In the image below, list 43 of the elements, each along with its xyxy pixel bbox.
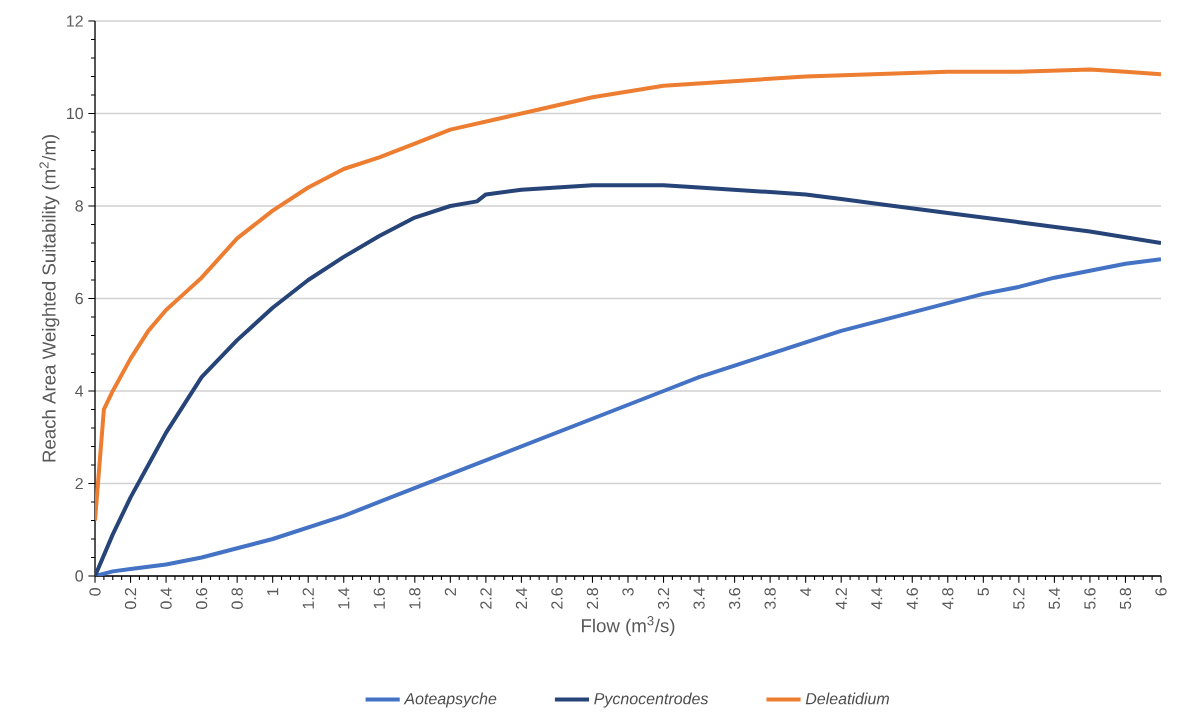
x-tick-label: 5.2 xyxy=(1013,588,1025,609)
x-tick-label: 4 xyxy=(800,587,812,596)
x-tick-label: 4.8 xyxy=(942,588,954,610)
legend-label: Deleatidium xyxy=(805,692,889,705)
x-tick-label: 2 xyxy=(444,588,456,596)
x-tick-label: 0.6 xyxy=(195,588,208,609)
x-tick-label: 5.4 xyxy=(1048,587,1060,609)
y-tick-label: 12 xyxy=(67,15,83,27)
y-tick-label: 4 xyxy=(75,385,84,397)
x-tick-label: 2.8 xyxy=(586,588,599,609)
x-tick-label: 0.4 xyxy=(160,587,172,609)
y-axis-title: Reach Area Weighted Suitability (m$^{2}$/m) xyxy=(39,135,60,462)
x-tick-label: 5.8 xyxy=(1119,588,1132,609)
x-tick-label: 2.2 xyxy=(480,588,492,609)
x-tick-label: 1 xyxy=(267,588,279,596)
x-tick-label: 0.2 xyxy=(124,588,137,609)
x-tick-label: 1.2 xyxy=(302,588,314,609)
x-axis-title: Flow (m$^{3}$/s) xyxy=(582,616,675,637)
x-tick-label: 6 xyxy=(1155,588,1167,596)
x-tick-label: 4.2 xyxy=(835,588,847,610)
x-tick-label: 1.6 xyxy=(373,588,385,609)
x-tick-label: 2.4 xyxy=(515,587,527,609)
x-tick-label: 5.6 xyxy=(1084,588,1096,609)
x-tick-label: 3.8 xyxy=(764,588,776,609)
y-tick-label: 2 xyxy=(75,477,83,490)
x-tick-label: 2.6 xyxy=(551,588,563,609)
x-tick-label: 0.8 xyxy=(231,588,243,609)
x-tick-label: 1.4 xyxy=(338,587,350,609)
y-tick-label: 6 xyxy=(75,292,83,305)
x-tick-label: 5 xyxy=(977,588,989,596)
x-tick-label: 0 xyxy=(89,587,101,596)
x-tick-label: 3.6 xyxy=(728,588,741,609)
x-tick-label: 4.6 xyxy=(906,588,918,610)
legend-label: Aoteapsyche xyxy=(403,692,497,708)
x-tick-label: 3.4 xyxy=(693,587,705,609)
x-tick-label: 4.4 xyxy=(871,587,883,610)
x-tick-label: 3 xyxy=(622,588,634,596)
y-tick-label: 8 xyxy=(75,200,83,212)
x-tick-label: 3.2 xyxy=(657,588,670,609)
y-tick-label: 0 xyxy=(75,570,84,582)
legend-label: Pycnocentrodes xyxy=(594,692,709,708)
x-tick-label: 1.8 xyxy=(409,588,421,609)
y-tick-label: 10 xyxy=(67,107,84,120)
